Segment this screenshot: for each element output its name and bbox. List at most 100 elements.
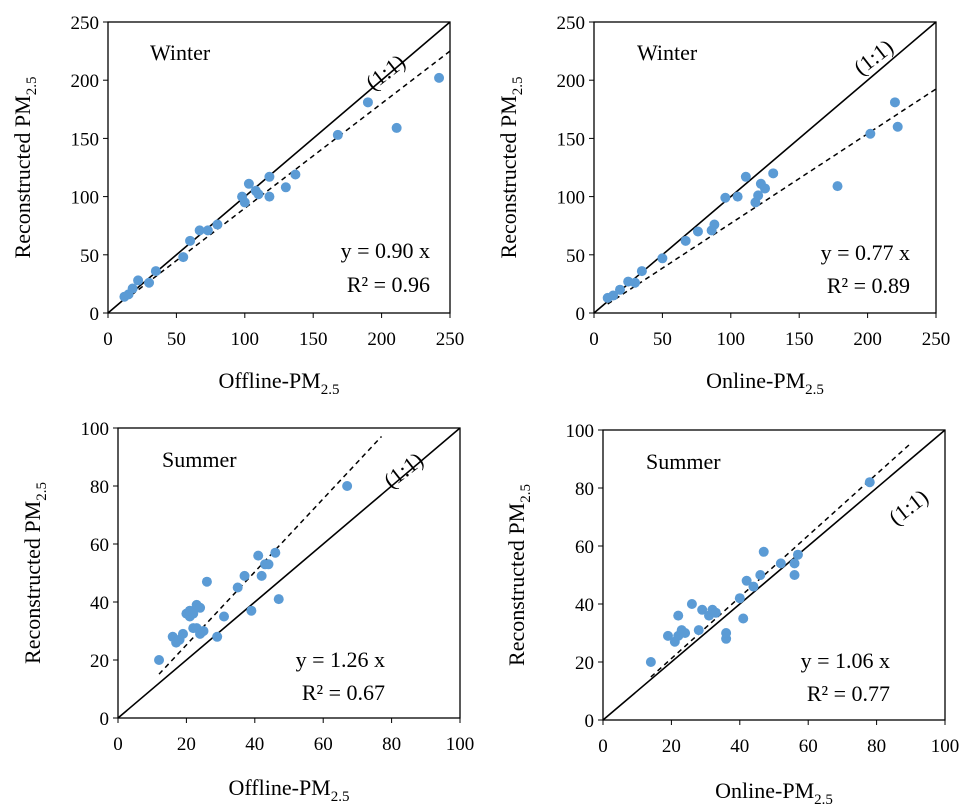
x-tick-label: 20 xyxy=(662,736,681,757)
y-tick-label: 200 xyxy=(71,71,100,92)
data-point xyxy=(253,189,264,200)
scatter-panel-4: 0 20 40 60 80 100 0 20 40 60 80 100 Summer (1:1) y = 1… xyxy=(504,421,959,808)
data-point xyxy=(789,558,800,569)
data-point xyxy=(177,628,188,639)
data-point xyxy=(789,570,800,580)
data-point xyxy=(758,546,769,557)
data-point xyxy=(775,558,786,569)
data-point xyxy=(391,122,402,133)
y-tick-label: 60 xyxy=(575,537,594,558)
data-point xyxy=(697,604,708,615)
x-tick-label: 200 xyxy=(367,329,396,350)
data-point xyxy=(232,582,243,593)
data-point xyxy=(720,192,731,203)
data-point xyxy=(127,283,138,294)
y-tick-label: 80 xyxy=(90,477,109,498)
x-axis-label: Online-PM2.5 xyxy=(715,778,833,808)
one-to-one-label: (1:1) xyxy=(849,34,898,80)
x-tick-label: 50 xyxy=(167,329,186,350)
scatter-panel-1: 0 50 100 150 200 250 0 50 100 150 200 250 Winter (1:1… xyxy=(10,13,464,398)
data-point xyxy=(662,630,673,641)
r-squared: R² = 0.67 xyxy=(302,680,385,705)
x-axis-label-main: Online-PM xyxy=(715,778,814,803)
x-axis-label-sub: 2.5 xyxy=(814,792,833,808)
regression-equation: y = 1.06 x xyxy=(801,648,890,673)
y-tick-label: 100 xyxy=(566,421,595,442)
data-point xyxy=(154,655,165,665)
data-point xyxy=(792,549,803,560)
data-point xyxy=(753,190,764,201)
y-axis-label: Reconstructed PM2.5 xyxy=(20,482,50,664)
y-tick-label: 100 xyxy=(71,188,100,209)
y-tick-label: 0 xyxy=(585,711,595,732)
data-point xyxy=(202,225,213,236)
data-point xyxy=(760,183,770,194)
data-point xyxy=(239,197,250,208)
data-point xyxy=(709,219,720,230)
data-point xyxy=(738,613,749,624)
data-point xyxy=(185,235,196,246)
y-tick-label: 150 xyxy=(71,129,100,150)
data-point xyxy=(239,570,250,581)
y-axis-label-sub: 2.5 xyxy=(510,77,526,96)
r-squared: R² = 0.96 xyxy=(347,272,430,297)
data-point xyxy=(256,570,267,581)
plot-frame xyxy=(117,427,461,719)
data-point xyxy=(740,171,751,182)
y-axis-label-sub: 2.5 xyxy=(24,77,40,96)
y-tick-label: 250 xyxy=(71,13,100,34)
y-tick-label: 150 xyxy=(557,129,586,150)
x-tick-label: 20 xyxy=(177,734,196,755)
season-label: Winter xyxy=(637,40,698,65)
r-squared: R² = 0.77 xyxy=(807,681,890,706)
x-tick-label: 40 xyxy=(245,734,264,755)
plot-frame xyxy=(107,21,451,314)
one-to-one-label: (1:1) xyxy=(379,447,428,493)
y-axis-label-sub: 2.5 xyxy=(518,484,534,503)
scatter-panel-3: 0 20 40 60 80 100 0 20 40 60 80 100 Summer (1:1) y = 1… xyxy=(20,419,474,805)
y-tick-label: 60 xyxy=(90,535,109,556)
data-point xyxy=(692,226,703,237)
one-to-one-line xyxy=(107,21,451,314)
data-point xyxy=(264,191,275,202)
data-point xyxy=(264,171,275,182)
data-point xyxy=(332,129,343,140)
one-to-one-label: (1:1) xyxy=(884,484,933,530)
x-axis-label-main: Offline-PM xyxy=(228,775,330,800)
data-point xyxy=(755,570,766,580)
x-tick-label: 80 xyxy=(382,734,401,755)
one-to-one-line xyxy=(593,21,937,314)
data-point xyxy=(645,657,656,667)
season-label: Summer xyxy=(162,447,237,472)
x-tick-label: 60 xyxy=(799,736,818,757)
y-tick-label: 50 xyxy=(80,246,99,267)
y-tick-label: 200 xyxy=(557,71,586,92)
regression-line xyxy=(158,435,383,675)
y-axis-label: Reconstructed PM2.5 xyxy=(496,77,526,259)
one-to-one-line xyxy=(117,427,461,719)
data-point xyxy=(734,593,745,604)
season-label: Winter xyxy=(150,40,211,65)
x-tick-label: 250 xyxy=(922,329,951,350)
data-point xyxy=(732,191,743,202)
data-point xyxy=(201,576,212,587)
y-tick-label: 100 xyxy=(81,419,110,440)
data-point xyxy=(219,611,230,622)
data-point xyxy=(657,253,668,264)
y-axis-label-main: Reconstructed PM xyxy=(504,503,529,666)
plot-frame xyxy=(602,429,946,721)
data-point xyxy=(608,290,619,301)
x-tick-label: 0 xyxy=(113,734,123,755)
x-axis-label: Offline-PM2.5 xyxy=(228,775,349,805)
data-point xyxy=(362,97,373,108)
data-point xyxy=(434,72,445,83)
data-point xyxy=(630,277,641,288)
y-axis-label-main: Reconstructed PM xyxy=(496,95,521,258)
data-point xyxy=(243,178,254,189)
data-point xyxy=(290,169,301,180)
x-axis-label: Online-PM2.5 xyxy=(706,368,824,398)
data-point xyxy=(832,181,843,192)
x-tick-label: 0 xyxy=(103,329,113,350)
data-point xyxy=(133,275,144,286)
